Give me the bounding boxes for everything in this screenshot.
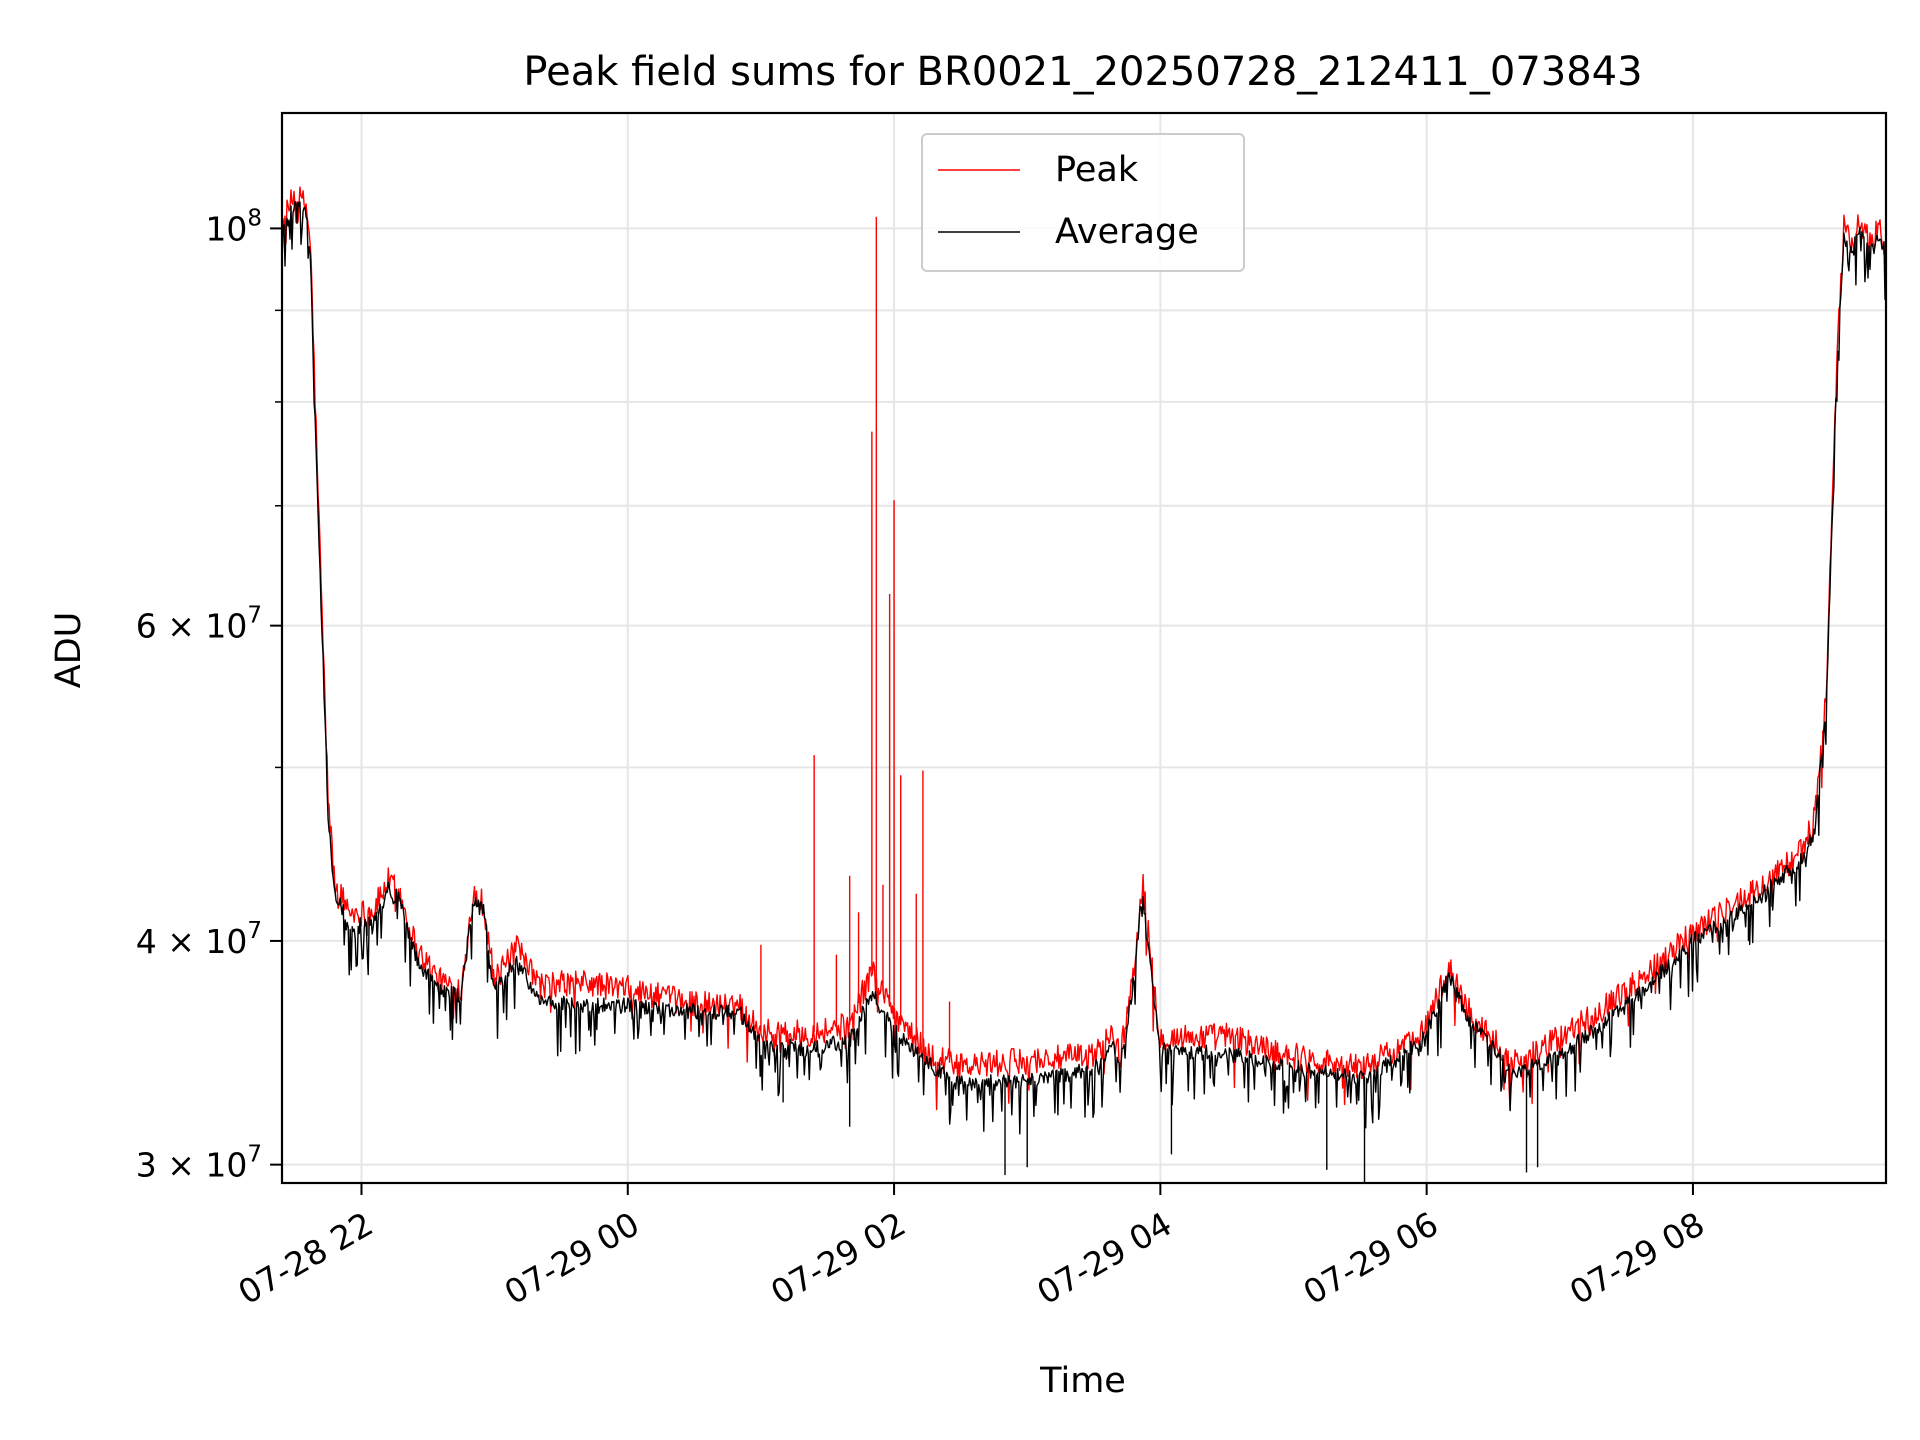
legend: Peak Average xyxy=(921,133,1245,272)
series-layer xyxy=(281,186,1887,1183)
legend-label-peak: Peak xyxy=(1055,150,1139,190)
legend-box xyxy=(921,133,1245,272)
series-line-average xyxy=(281,200,1887,1135)
series-line-peak xyxy=(281,186,1887,1111)
y-tick-label: 6 × 107 xyxy=(136,603,262,646)
y-axis-title: ADU xyxy=(49,612,89,689)
plot-frame xyxy=(280,111,1888,1185)
y-tick-label: 3 × 107 xyxy=(136,1142,262,1185)
x-axis-title: Time xyxy=(1039,1361,1126,1401)
y-tick-label: 108 xyxy=(205,205,262,248)
y-tick-label: 4 × 107 xyxy=(136,918,262,961)
legend-label-average: Average xyxy=(1055,212,1199,252)
chart-title: Peak field sums for BR0021_20250728_2124… xyxy=(523,49,1642,95)
